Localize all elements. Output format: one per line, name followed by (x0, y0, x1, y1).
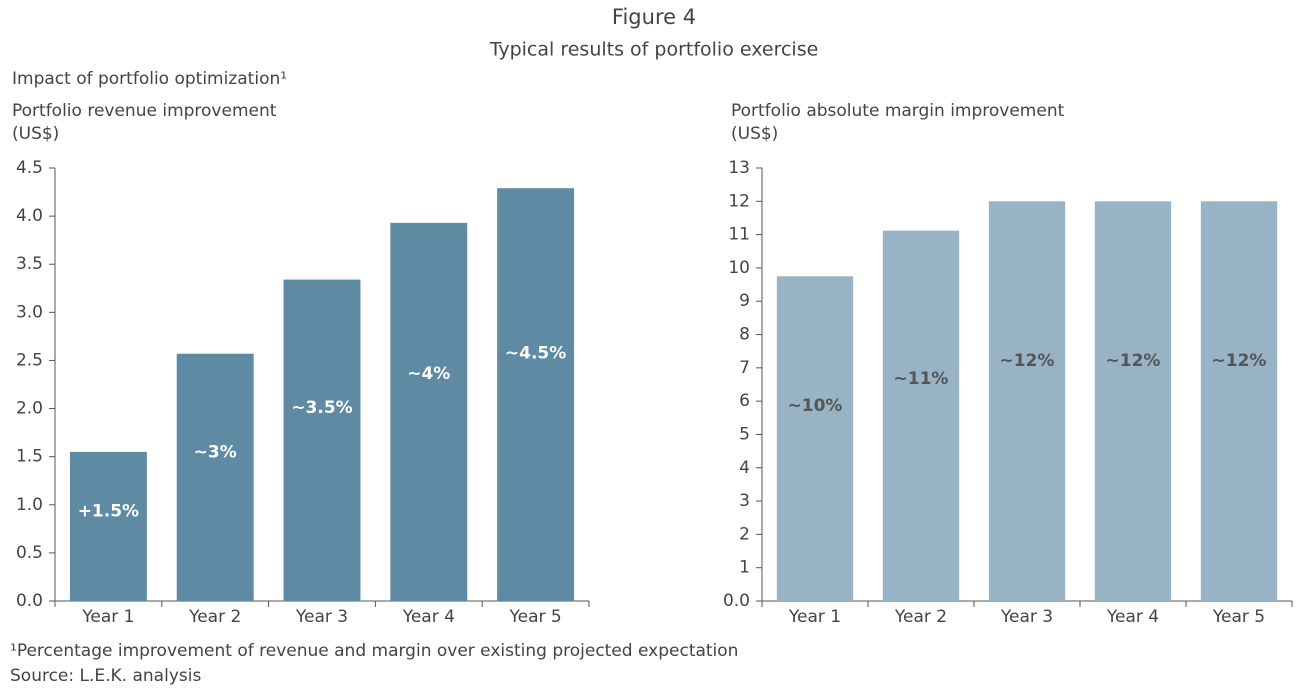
y-tick-label: 12 (728, 191, 750, 211)
y-tick-label: 10 (728, 258, 750, 278)
bar-label: ~11% (894, 369, 949, 389)
chart-title: Portfolio revenue improvement (12, 101, 277, 121)
bar (176, 353, 254, 601)
chart-title: Portfolio absolute margin improvement (731, 101, 1065, 121)
x-tick-label: Year 2 (188, 607, 241, 627)
y-tick-label: 6 (739, 391, 750, 411)
y-axis-label: (US$) (731, 124, 778, 144)
bar (283, 279, 361, 601)
y-tick-label: 0.0 (16, 591, 43, 611)
figure-title: Figure 4 (612, 5, 696, 29)
bar-label: ~12% (1212, 351, 1267, 371)
y-tick-label: 13 (728, 158, 750, 178)
x-tick-label: Year 1 (81, 607, 134, 627)
bar (882, 230, 960, 601)
y-tick-label: 3.5 (16, 254, 43, 274)
x-tick-label: Year 5 (508, 607, 561, 627)
y-tick-label: 0.0 (723, 591, 750, 611)
y-tick-label: 2.0 (16, 399, 43, 419)
bar (988, 201, 1066, 602)
y-axis-label: (US$) (12, 124, 59, 144)
bar (390, 222, 468, 601)
bar-label: ~4.5% (505, 343, 566, 363)
bar-label: ~12% (1000, 351, 1055, 371)
y-tick-label: 8 (739, 325, 750, 345)
footnote: ¹Percentage improvement of revenue and m… (10, 641, 738, 661)
bar-label: ~12% (1106, 351, 1161, 371)
bar (497, 188, 575, 601)
source: Source: L.E.K. analysis (10, 666, 201, 686)
y-tick-label: 4 (739, 458, 750, 478)
x-tick-label: Year 3 (1000, 607, 1053, 627)
y-tick-label: 4.5 (16, 158, 43, 178)
bar (1200, 201, 1278, 602)
y-tick-label: 5 (739, 424, 750, 444)
bar (1094, 201, 1172, 602)
x-tick-label: Year 1 (788, 607, 841, 627)
heading: Impact of portfolio optimization¹ (12, 69, 287, 89)
y-tick-label: 2.5 (16, 350, 43, 370)
y-tick-label: 1.5 (16, 447, 43, 467)
y-tick-label: 3 (739, 491, 750, 511)
bar (776, 276, 854, 601)
figure-subtitle: Typical results of portfolio exercise (489, 39, 819, 61)
bar-label: ~10% (788, 396, 843, 416)
y-tick-label: 11 (728, 225, 750, 245)
y-tick-label: 3.0 (16, 302, 43, 322)
y-tick-label: 1.0 (16, 495, 43, 515)
x-tick-label: Year 4 (1106, 607, 1159, 627)
bar-label: ~3.5% (291, 398, 352, 418)
y-tick-label: 9 (739, 291, 750, 311)
y-tick-label: 0.5 (16, 543, 43, 563)
bar-label: ~4% (407, 364, 450, 384)
bar-label: +1.5% (78, 502, 139, 522)
x-tick-label: Year 4 (402, 607, 455, 627)
y-tick-label: 4.0 (16, 206, 43, 226)
x-tick-label: Year 2 (894, 607, 947, 627)
bar (69, 451, 147, 601)
x-tick-label: Year 5 (1212, 607, 1265, 627)
x-tick-label: Year 3 (295, 607, 348, 627)
y-tick-label: 2 (739, 524, 750, 544)
bar-label: ~3% (194, 443, 237, 463)
y-tick-label: 7 (739, 358, 750, 378)
y-tick-label: 1 (739, 558, 750, 578)
